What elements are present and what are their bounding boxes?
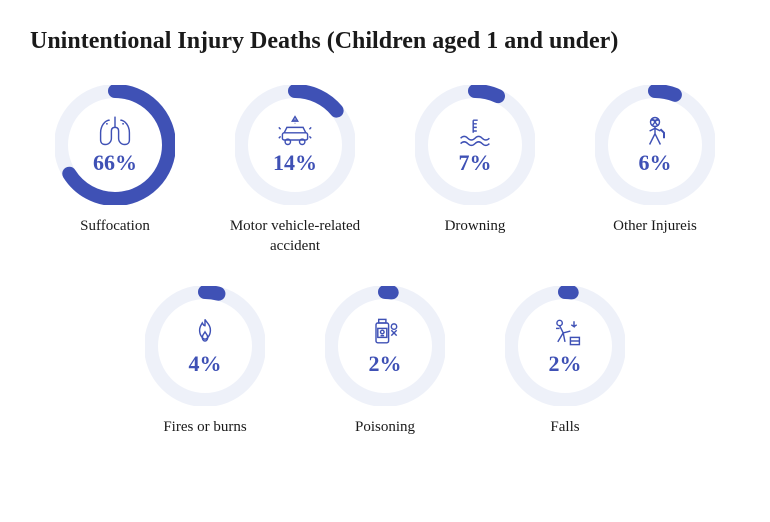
chart-grid: 66% Suffocation 14% Motor vehicle-related a… xyxy=(20,85,750,438)
stat-label: Poisoning xyxy=(355,418,415,438)
fire-icon xyxy=(187,315,223,349)
donut-chart: 2% xyxy=(325,286,445,406)
donut-chart: 66% xyxy=(55,85,175,205)
stat-label: Drowning xyxy=(445,217,506,237)
page-title: Unintentional Injury Deaths (Children ag… xyxy=(20,28,750,55)
car-crash-icon xyxy=(277,114,313,148)
donut-chart: 14% xyxy=(235,85,355,205)
fall-icon xyxy=(547,315,583,349)
drowning-icon xyxy=(457,114,493,148)
percent-value: 4% xyxy=(189,351,222,377)
percent-value: 14% xyxy=(273,150,317,176)
stat-label: Fires or burns xyxy=(163,418,246,438)
stat-item: 66% Suffocation xyxy=(40,85,190,256)
stat-label: Falls xyxy=(550,418,579,438)
stat-item: 6% Other Injureis xyxy=(580,85,730,256)
poison-icon xyxy=(367,315,403,349)
percent-value: 6% xyxy=(639,150,672,176)
percent-value: 2% xyxy=(549,351,582,377)
stat-item: 2% Poisoning xyxy=(310,286,460,438)
stat-item: 4% Fires or burns xyxy=(130,286,280,438)
donut-chart: 2% xyxy=(505,286,625,406)
percent-value: 2% xyxy=(369,351,402,377)
percent-value: 66% xyxy=(93,150,137,176)
stat-item: 2% Falls xyxy=(490,286,640,438)
stat-label: Motor vehicle-related accident xyxy=(220,217,370,256)
stat-label: Suffocation xyxy=(80,217,150,237)
donut-chart: 4% xyxy=(145,286,265,406)
injury-icon xyxy=(637,114,673,148)
stat-label: Other Injureis xyxy=(613,217,697,237)
percent-value: 7% xyxy=(459,150,492,176)
lungs-icon xyxy=(97,114,133,148)
donut-chart: 6% xyxy=(595,85,715,205)
stat-item: 7% Drowning xyxy=(400,85,550,256)
donut-chart: 7% xyxy=(415,85,535,205)
stat-item: 14% Motor vehicle-related accident xyxy=(220,85,370,256)
